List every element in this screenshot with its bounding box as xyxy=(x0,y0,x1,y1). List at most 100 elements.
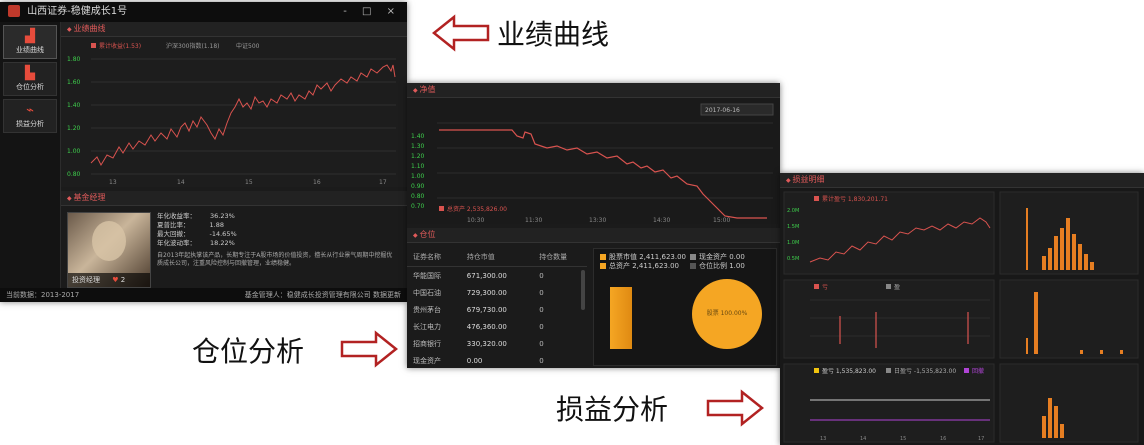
svg-text:0.5M: 0.5M xyxy=(787,256,799,262)
heart-icon[interactable]: ♥ xyxy=(112,276,119,284)
sidebar-item-label: 仓位分析 xyxy=(16,83,44,91)
manager-caption: 投资经理 xyxy=(72,276,100,284)
table-row[interactable]: 招商银行 330,320.00 0 xyxy=(407,335,587,352)
x-tick: 14 xyxy=(177,179,185,186)
x-tick: 16 xyxy=(940,436,946,442)
y-tick: 0.80 xyxy=(67,171,81,178)
nav-chart: 2017-06-16 1.40 1.30 1.20 1.10 1.00 0.90… xyxy=(407,98,780,224)
legend-item: 现金资产 0.00 xyxy=(690,253,745,262)
panel1-legend: 累计盈亏 1,830,201.71 xyxy=(822,195,888,203)
legend-item: 总资产 2,411,623.00 xyxy=(600,262,686,271)
panel2-legend-gain: 盈 xyxy=(894,284,900,291)
window-titlebar[interactable]: 山西证券-稳健成长1号 - □ × xyxy=(0,2,407,22)
sidebar-item-pnl[interactable]: ⌁ 损益分析 xyxy=(3,99,57,133)
stat-value: 36.23% xyxy=(210,212,235,220)
bar-chart-icon: ▟ xyxy=(25,29,35,44)
cell-name: 招商银行 xyxy=(413,339,441,348)
cell-qty: 0 xyxy=(539,271,544,280)
svg-text:2.0M: 2.0M xyxy=(787,208,799,214)
nav-line xyxy=(439,129,767,219)
y-tick: 0.90 xyxy=(411,183,425,190)
right-arrow-icon xyxy=(706,389,764,427)
manager-stats: 年化收益率： 36.23% 夏普比率： 1.88 最大回撤： -14.65% 年化波动… xyxy=(157,212,237,248)
annotation-curve: 业绩曲线 xyxy=(497,18,610,51)
manager-section-title: 基金经理 xyxy=(61,191,407,206)
positions-table-container: 证券名称 持仓市值 持仓数量 华能国际 671,300.00 0 中国石油 729,3… xyxy=(407,248,587,368)
pnl-histogram-2 xyxy=(1026,292,1123,354)
table-row[interactable]: 长江电力 476,360.00 0 xyxy=(407,318,587,335)
allocation-bar xyxy=(610,287,632,349)
cell-name: 华能国际 xyxy=(413,271,441,280)
cell-qty: 0 xyxy=(539,288,544,297)
x-tick: 15:00 xyxy=(713,217,730,224)
stat-value: 1.88 xyxy=(209,221,224,229)
svg-text:1.0M: 1.0M xyxy=(787,240,799,246)
legend-item: 仓位比例 1.00 xyxy=(690,262,745,271)
status-left: 当前数据：2013-2017 xyxy=(6,291,80,299)
x-tick: 14 xyxy=(860,436,866,442)
col-header[interactable]: 持仓市值 xyxy=(460,248,534,267)
svg-text:1.5M: 1.5M xyxy=(787,224,799,230)
right-arrow-icon xyxy=(340,330,398,368)
y-tick: 1.30 xyxy=(411,143,425,150)
y-tick: 1.60 xyxy=(67,79,81,86)
x-tick: 10:30 xyxy=(467,217,484,224)
cell-qty: 0 xyxy=(539,339,544,348)
pie-label: 股票 100.00% xyxy=(706,310,748,317)
position-window: 净值 2017-06-16 1.40 1.30 1.20 1.10 1.00 0… xyxy=(407,83,780,368)
line-chart-icon: ⌁ xyxy=(26,103,34,118)
x-tick: 16 xyxy=(313,179,321,186)
x-tick: 11:30 xyxy=(525,217,542,224)
cell-name: 贵州茅台 xyxy=(413,305,441,314)
y-tick: 1.20 xyxy=(411,153,425,160)
table-row[interactable]: 现金资产 0.00 0 xyxy=(407,352,587,368)
manager-photo: 投资经理 ♥ 2 xyxy=(67,212,151,288)
stat-label: 年化波动率： xyxy=(157,239,196,247)
cell-value: 729,300.00 xyxy=(466,288,507,297)
col-header[interactable]: 证券名称 xyxy=(407,248,461,267)
col-header[interactable]: 持仓数量 xyxy=(533,248,587,267)
window-title: 山西证券-稳健成长1号 xyxy=(27,6,128,17)
cell-value: 679,730.00 xyxy=(466,305,507,314)
cell-qty: 0 xyxy=(539,322,544,331)
sidebar-item-curve[interactable]: ▟ 业绩曲线 xyxy=(3,25,57,59)
y-tick: 1.80 xyxy=(67,56,81,63)
annotation-position: 仓位分析 xyxy=(192,335,305,368)
stat-label: 最大回撤： xyxy=(157,230,190,238)
x-tick: 15 xyxy=(245,179,253,186)
app-logo-icon xyxy=(8,5,20,17)
y-tick: 1.10 xyxy=(411,163,425,170)
positions-table: 证券名称 持仓市值 持仓数量 华能国际 671,300.00 0 中国石油 729,3… xyxy=(407,248,587,368)
stat-label: 夏普比率： xyxy=(157,221,190,229)
annotation-pnl: 损益分析 xyxy=(556,393,669,426)
left-arrow-icon xyxy=(432,14,490,52)
table-row[interactable]: 贵州茅台 679,730.00 0 xyxy=(407,301,587,318)
curve-section-title: 业绩曲线 xyxy=(61,22,407,37)
x-tick: 14:30 xyxy=(653,217,670,224)
cumulative-return-line xyxy=(90,64,396,167)
y-tick: 1.00 xyxy=(67,148,81,155)
legend-hs300: 沪深300指数(1.18) xyxy=(166,42,220,50)
y-tick: 1.00 xyxy=(411,173,425,180)
table-scrollbar[interactable] xyxy=(581,270,585,310)
sidebar: ▟ 业绩曲线 ▙ 仓位分析 ⌁ 损益分析 xyxy=(0,22,61,288)
table-row[interactable]: 中国石油 729,300.00 0 xyxy=(407,284,587,301)
cell-value: 476,360.00 xyxy=(466,322,507,331)
x-tick: 13 xyxy=(109,179,117,186)
pnl-histogram-3 xyxy=(1042,398,1064,438)
status-bar: 当前数据：2013-2017 基金管理人：稳健成长投资管理有限公司 数据更新 xyxy=(0,288,407,302)
panel3-legend-drawdown: 回撤 xyxy=(972,367,984,375)
status-right: 基金管理人：稳健成长投资管理有限公司 数据更新 xyxy=(244,291,401,299)
cell-name: 中国石油 xyxy=(413,288,441,297)
cell-name: 现金资产 xyxy=(413,356,441,365)
table-row[interactable]: 华能国际 671,300.00 0 xyxy=(407,267,587,285)
legend-cumulative: 累计收益(1.53) xyxy=(99,42,141,50)
legend-item: 股票市值 2,411,623.00 xyxy=(600,253,686,262)
sidebar-item-position[interactable]: ▙ 仓位分析 xyxy=(3,62,57,96)
total-asset-label: 总资产 2,535,826.00 xyxy=(447,205,507,213)
cell-name: 长江电力 xyxy=(413,322,441,331)
y-tick: 1.40 xyxy=(411,133,425,140)
x-tick: 17 xyxy=(978,436,984,442)
x-tick: 13 xyxy=(820,436,826,442)
window-controls[interactable]: - □ × xyxy=(343,6,401,17)
